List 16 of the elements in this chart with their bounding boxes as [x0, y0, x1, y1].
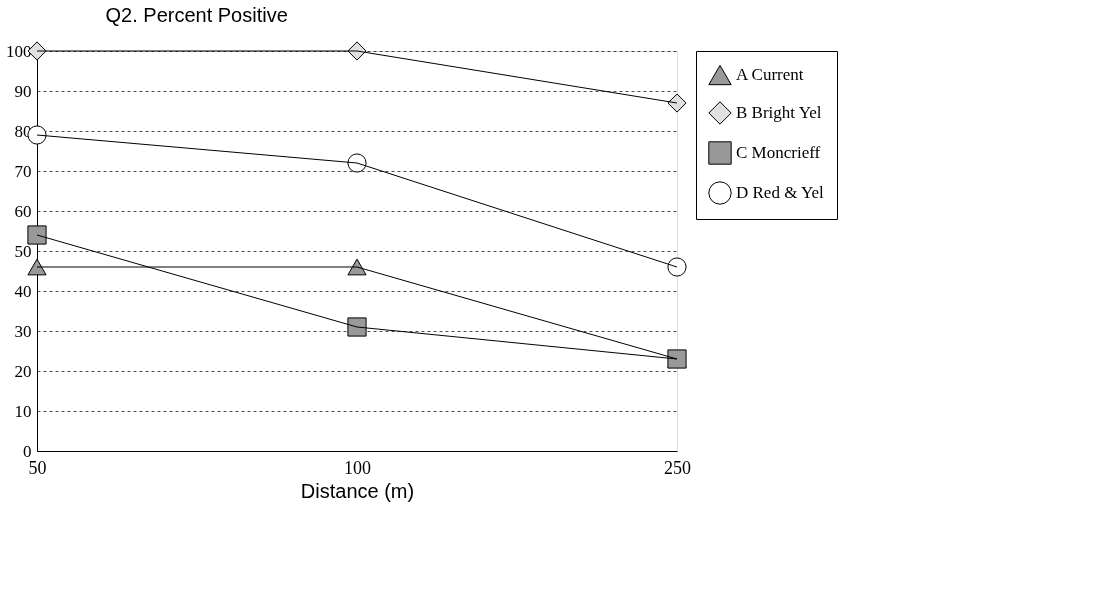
legend-label: A Current — [736, 65, 804, 84]
x-axis-title: Distance (m) — [300, 479, 415, 502]
legend-label: D Red & Yel — [736, 183, 825, 202]
y-tick-label: 20 — [14, 361, 32, 381]
y-tick-label: 50 — [14, 241, 32, 261]
y-tick-label: 90 — [14, 81, 32, 101]
legend-label: C Moncrieff — [736, 143, 821, 162]
y-tick-label: 30 — [14, 321, 32, 341]
y-tick-label: 70 — [14, 161, 32, 181]
chart-title: Q2. Percent Positive — [105, 3, 288, 26]
x-tick-label: 100 — [344, 457, 371, 478]
legend-label: B Bright Yel — [736, 103, 822, 122]
y-tick-label: 10 — [14, 401, 32, 421]
y-tick-label: 60 — [14, 201, 32, 221]
y-tick-label: 40 — [14, 281, 32, 301]
x-tick-label: 250 — [664, 457, 691, 478]
